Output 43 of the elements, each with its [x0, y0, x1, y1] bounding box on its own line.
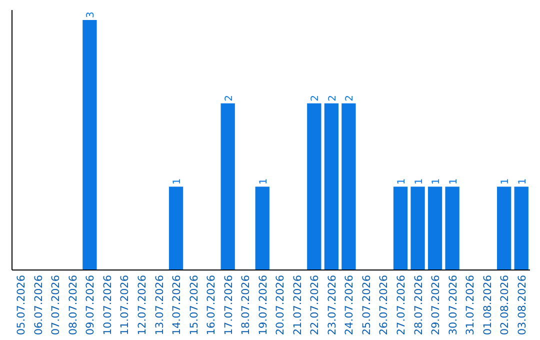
x-tick-label: 09.07.2026: [84, 274, 97, 336]
x-tick-label: 11.07.2026: [119, 274, 132, 336]
x-tick-label: 14.07.2026: [171, 274, 184, 336]
data-label: 1: [396, 178, 408, 185]
x-tick-label: 27.07.2026: [396, 274, 408, 336]
x-tick-label: 21.07.2026: [292, 274, 304, 336]
data-label: 1: [448, 178, 460, 185]
x-tick-label: 23.07.2026: [326, 274, 338, 336]
x-tick-label: 10.07.2026: [102, 274, 114, 336]
x-tick-label: 15.07.2026: [188, 274, 200, 336]
data-label: 1: [517, 178, 528, 185]
data-label: 3: [86, 12, 97, 18]
x-tick-label: 19.07.2026: [257, 274, 270, 336]
data-label: 1: [431, 178, 442, 185]
x-tick-label: 25.07.2026: [360, 274, 373, 336]
x-tick-label: 20.07.2026: [274, 274, 287, 336]
x-tick-label: 30.07.2026: [447, 274, 460, 336]
data-label: 2: [310, 94, 322, 102]
data-label: 1: [258, 178, 270, 185]
x-tick-label: 24.07.2026: [344, 274, 356, 336]
x-tick-label: 31.07.2026: [464, 274, 477, 336]
x-tick-label: 26.07.2026: [378, 274, 390, 336]
data-label: 1: [500, 178, 512, 185]
x-tick-label: 12.07.2026: [136, 274, 148, 336]
data-label: 2: [224, 94, 235, 102]
x-tick-label: 07.07.2026: [50, 274, 62, 336]
x-tick-label: 06.07.2026: [32, 274, 45, 336]
data-label: 1: [172, 178, 184, 185]
x-tick-label: 29.07.2026: [430, 274, 442, 336]
x-tick-label: 01.08.2026: [482, 274, 494, 336]
data-label: 1: [414, 178, 425, 185]
x-tick-label: 18.07.2026: [240, 274, 252, 336]
x-tick-label: 17.07.2026: [222, 274, 235, 336]
data-label: 2: [344, 94, 356, 102]
x-tick-label: 13.07.2026: [154, 274, 166, 336]
x-tick-label: 05.07.2026: [16, 274, 28, 336]
x-tick-label: 08.07.2026: [67, 274, 80, 336]
data-label: 2: [327, 94, 338, 102]
x-tick-label: 16.07.2026: [206, 274, 218, 336]
x-tick-label: 02.08.2026: [499, 274, 512, 336]
x-tick-label: 03.08.2026: [516, 274, 528, 336]
x-tick-label: 28.07.2026: [412, 274, 425, 336]
x-tick-label: 22.07.2026: [309, 274, 322, 336]
